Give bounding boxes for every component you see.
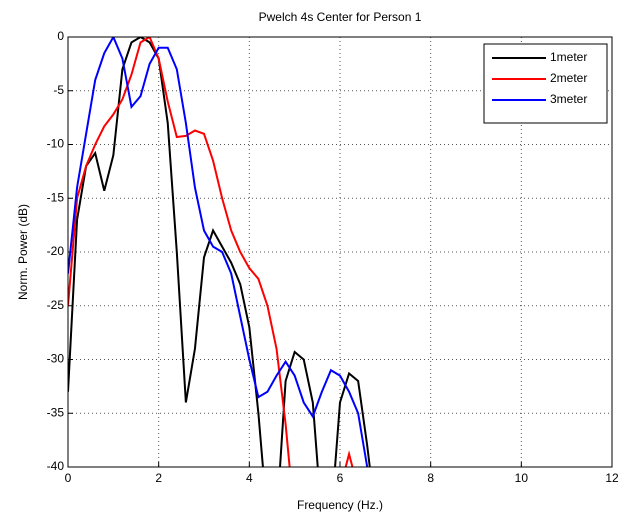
y-tick-label: -15 — [47, 190, 65, 204]
y-tick-label: -25 — [47, 298, 65, 312]
data-line — [68, 37, 354, 467]
x-axis-label: Frequency (Hz.) — [297, 498, 383, 512]
legend-box — [483, 43, 608, 124]
data-line — [68, 37, 371, 467]
y-tick-label: -10 — [47, 137, 65, 151]
y-tick-label: 0 — [57, 29, 64, 43]
x-tick-label: 8 — [427, 471, 434, 485]
y-tick-label: -20 — [47, 244, 65, 258]
x-tick-label: 2 — [155, 471, 162, 485]
y-axis-label: Norm. Power (dB) — [16, 204, 30, 300]
y-tick-label: -5 — [53, 83, 64, 97]
plot-frame — [67, 36, 613, 468]
x-tick-label: 0 — [65, 471, 72, 485]
x-tick-label: 10 — [515, 471, 529, 485]
chart-title: Pwelch 4s Center for Person 1 — [259, 10, 422, 24]
y-tick-label: -40 — [47, 459, 65, 473]
x-tick-label: 4 — [246, 471, 253, 485]
data-line — [68, 37, 369, 467]
y-tick-label: -35 — [47, 405, 65, 419]
x-tick-label: 6 — [337, 471, 344, 485]
y-tick-label: -30 — [47, 352, 65, 366]
legend-label: 3meter — [550, 92, 587, 106]
legend-label: 2meter — [550, 71, 587, 85]
legend-label: 1meter — [550, 50, 587, 64]
x-tick-label: 12 — [605, 471, 619, 485]
